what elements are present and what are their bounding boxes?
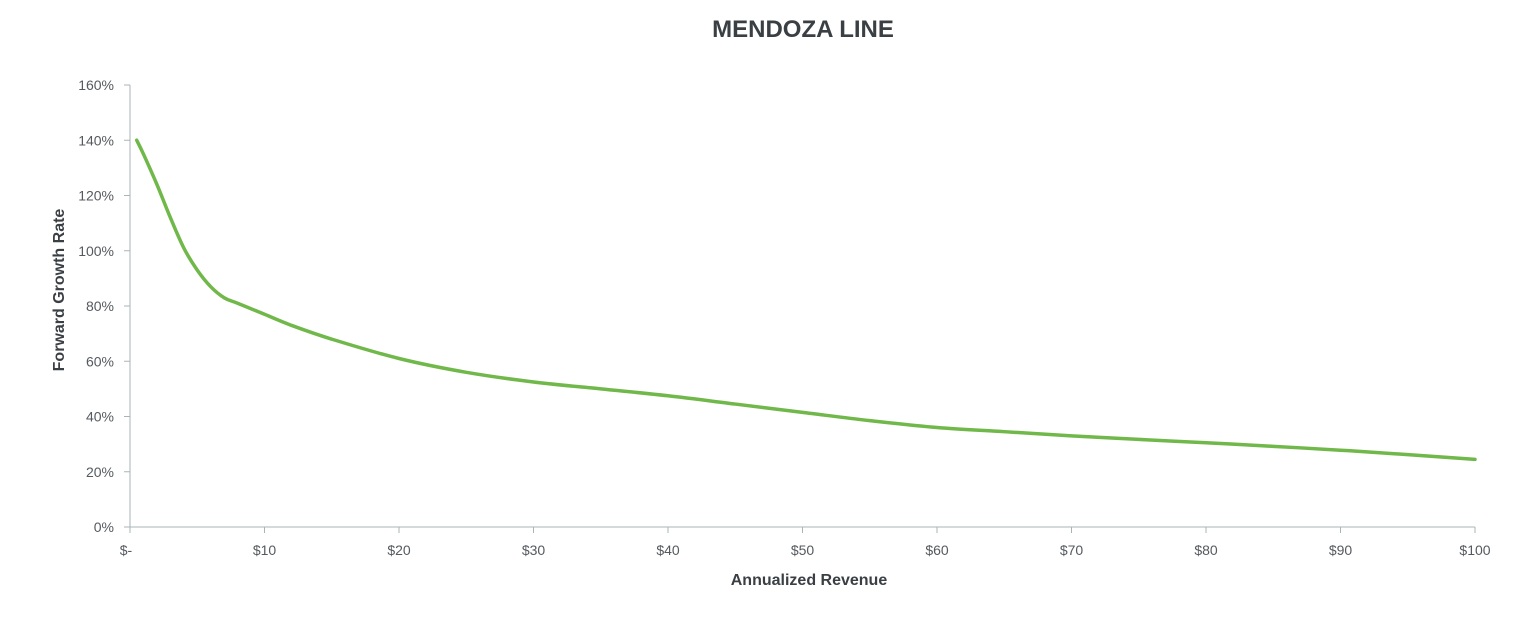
y-tick-label: 160% — [78, 77, 114, 93]
y-tick-label: 140% — [78, 132, 114, 148]
x-tick-label: $30 — [522, 542, 546, 558]
x-tick-label: $- — [120, 542, 133, 558]
y-tick-label: 60% — [86, 353, 114, 369]
x-tick-label: $80 — [1194, 542, 1218, 558]
x-tick-label: $60 — [925, 542, 949, 558]
x-tick-label: $100 — [1459, 542, 1490, 558]
y-axis-ticks: 0% 20% 40% 60% 80% 100% 120% 140% 160% — [78, 77, 130, 535]
y-axis-title: Forward Growth Rate — [51, 209, 68, 372]
plot-area: 0%20%40%60%80%100%120%140%160% $- $10 $20 $… — [78, 77, 1491, 558]
chart-title: MENDOZA LINE — [712, 16, 894, 43]
y-tick-label: 0% — [94, 519, 114, 535]
y-tick-label: 120% — [78, 188, 114, 204]
x-axis-title: Annualized Revenue — [731, 572, 888, 589]
x-tick-label: $50 — [791, 542, 815, 558]
x-axis-ticks: $- $10 $20 $30 $40 $50 $60 $70 $80 $90 $100 — [120, 527, 1491, 558]
x-tick-label: $10 — [253, 542, 277, 558]
x-tick-label: $40 — [656, 542, 680, 558]
x-tick-label: $90 — [1329, 542, 1353, 558]
y-tick-label: 100% — [78, 243, 114, 259]
y-tick-label: 20% — [86, 464, 114, 480]
y-tick-label: 40% — [86, 409, 114, 425]
x-tick-label: $70 — [1060, 542, 1084, 558]
series-line — [134, 138, 1477, 462]
series-group — [134, 138, 1477, 462]
y-tick-label: 80% — [86, 298, 114, 314]
x-tick-label: $20 — [387, 542, 411, 558]
